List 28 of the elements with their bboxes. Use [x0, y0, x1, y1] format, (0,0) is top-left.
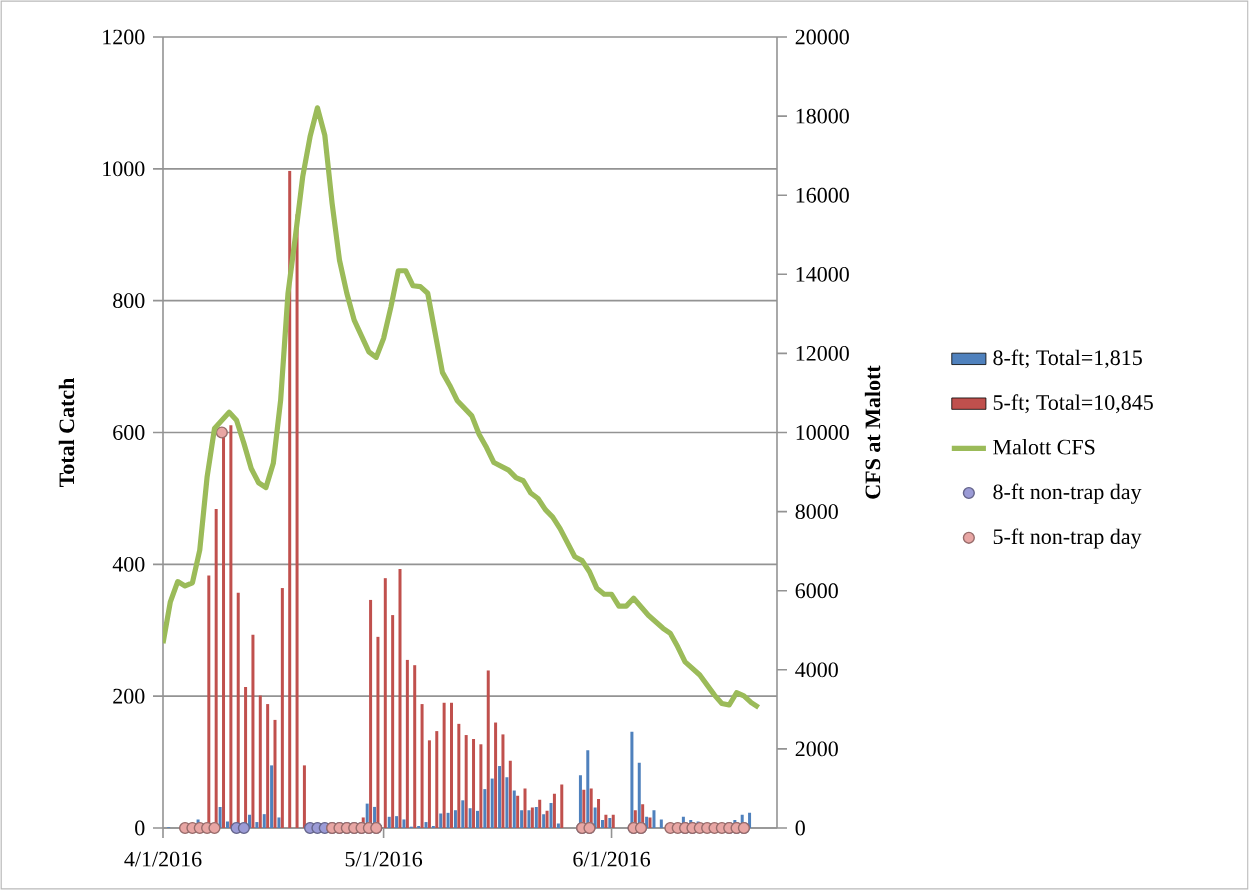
y-tick-label: 0 [135, 820, 145, 836]
y2-tick-label: 2000 [795, 741, 838, 757]
legend-label: Malott CFS [993, 439, 1095, 455]
y2-tick-label: 16000 [796, 187, 849, 203]
y2-tick-label: 18000 [796, 108, 849, 124]
y-tick-label: 1000 [103, 161, 145, 177]
y-tick-label: 1200 [103, 29, 145, 45]
x-tick-label: 4/1/2016 [124, 851, 202, 867]
legend-label: 8-ft non-trap day [993, 483, 1142, 504]
y2-tick-label: 4000 [795, 662, 838, 678]
y2-tick-label: 20000 [795, 29, 849, 45]
y-axis-title: Total Catch [58, 377, 75, 488]
y-tick-label: 200 [113, 688, 145, 704]
y2-tick-label: 12000 [796, 345, 849, 361]
y2-tick-label: 14000 [796, 266, 849, 282]
y2-tick-label: 8000 [795, 504, 838, 520]
y2-tick-label: 0 [795, 820, 805, 836]
x-tick-label: 5/1/2016 [345, 851, 423, 867]
y2-axis-title: CFS at Malott [864, 365, 881, 499]
y-tick-label: 400 [112, 556, 145, 572]
legend-label: 5-ft non-trap day [993, 528, 1142, 549]
y-tick-label: 800 [113, 293, 145, 309]
y-tick-label: 600 [113, 425, 145, 440]
legend-label: 5-ft; Total=10,845 [993, 394, 1153, 414]
x-tick-label: 6/1/2016 [573, 851, 651, 867]
y2-tick-label: 10000 [796, 425, 849, 440]
y2-tick-label: 6000 [795, 583, 838, 599]
legend-label: 8-ft; Total=1,815 [993, 349, 1142, 369]
